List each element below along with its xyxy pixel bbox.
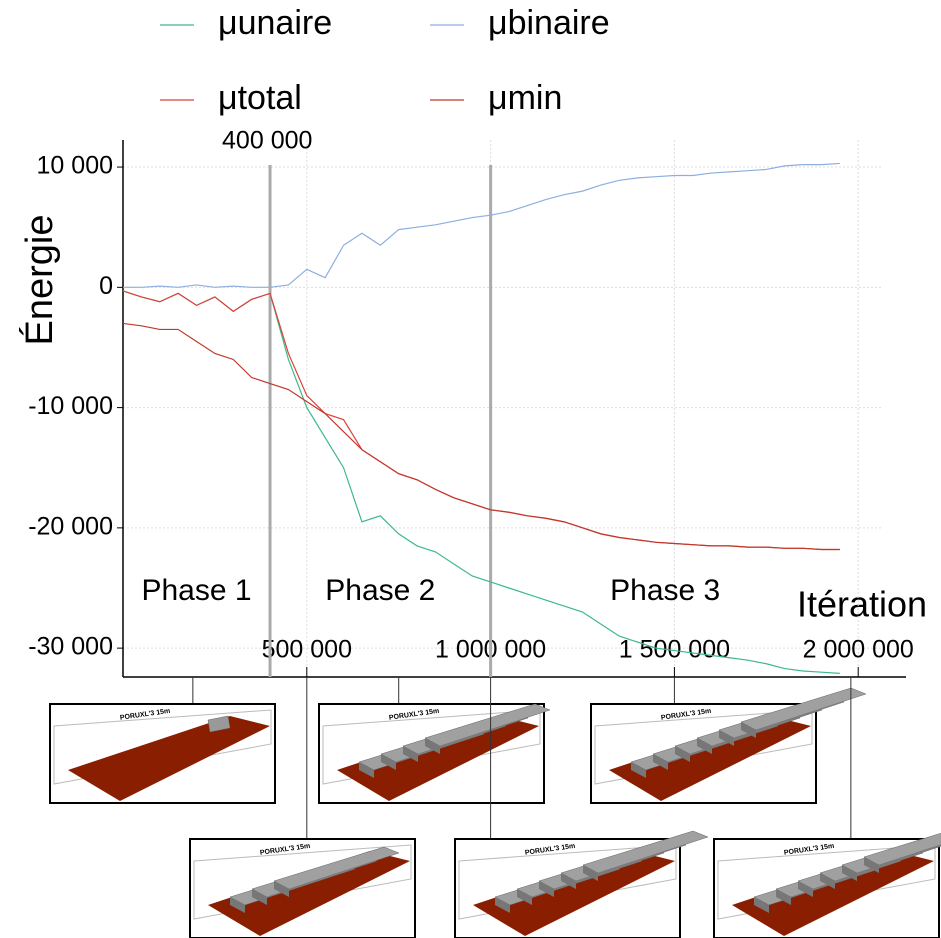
thumbnail-block-side: [381, 754, 396, 770]
thumbnail-block: [582, 830, 709, 874]
thumbnail-block-side: [230, 897, 245, 913]
thumbnail-block-side: [675, 746, 690, 762]
thumbnail-site: [717, 844, 936, 920]
snapshot-thumbnail: PORUXL'3 15m: [713, 832, 941, 938]
thumbnail-block-side: [798, 881, 813, 897]
thumbnail-block-side: [754, 897, 769, 913]
thumbnail-site: [594, 709, 813, 785]
thumbnail-block-side: [252, 889, 267, 905]
thumbnail-block: [740, 687, 867, 731]
legend-label: μtotal: [218, 79, 302, 117]
snapshot-thumbnail: PORUXL'3 15m: [590, 687, 867, 804]
thumbnail-block-side: [864, 857, 879, 873]
thumbnail-ground: [337, 716, 539, 801]
thumbnail-block-side: [539, 881, 554, 897]
thumbnail-block: [273, 846, 400, 890]
phase-line-label: 400 000: [222, 127, 312, 155]
thumbnail-ground: [473, 851, 675, 936]
thumbnail-block-side: [697, 738, 712, 754]
thumbnail-block-side: [517, 889, 532, 905]
legend-label: μunaire: [218, 4, 332, 42]
thumbnail-site: [322, 709, 541, 785]
series-line: [122, 290, 840, 551]
legend-label: μmin: [488, 79, 562, 117]
thumbnail-ground: [609, 716, 811, 801]
thumbnail-block-side: [741, 722, 756, 738]
thumbnail-block-side: [583, 865, 598, 881]
series-line: [122, 290, 840, 674]
thumbnail-block-side: [842, 865, 857, 881]
series-line: [122, 322, 840, 551]
thumbnail-site: [458, 844, 677, 920]
thumbnail-block-side: [776, 889, 791, 905]
thumbnail-site: [193, 844, 412, 920]
y-tick-label: 10 000: [37, 152, 113, 180]
y-tick-label: -30 000: [28, 633, 113, 661]
phase-label: Phase 1: [141, 574, 251, 607]
x-axis-label: Itération: [797, 584, 927, 625]
thumbnail-block-side: [561, 873, 576, 889]
thumbnail-block-side: [425, 738, 440, 754]
thumbnail-site: [53, 709, 272, 785]
series-line: [123, 162, 840, 288]
thumbnail-ground: [68, 716, 270, 801]
thumbnail-ground: [208, 851, 410, 936]
y-tick-label: -10 000: [28, 392, 113, 420]
thumbnail-block-side: [359, 762, 374, 778]
x-tick-label: 500 000: [262, 636, 352, 664]
snapshot-thumbnail: PORUXL'3 15m: [189, 838, 416, 938]
phase-label: Phase 3: [610, 574, 720, 607]
x-tick-label: 1 500 000: [619, 636, 730, 664]
y-tick-label: 0: [99, 272, 113, 300]
thumbnail-block-side: [274, 881, 289, 897]
snapshot-thumbnail: PORUXL'3 15m: [454, 830, 709, 938]
thumbnail-block-side: [820, 873, 835, 889]
thumbnail-block-side: [495, 897, 510, 913]
y-tick-label: -20 000: [28, 512, 113, 540]
thumbnail-ground: [732, 851, 934, 936]
snapshot-thumbnail: PORUXL'3 15m: [49, 703, 276, 804]
thumbnail-block: [424, 703, 551, 747]
legend-label: μbinaire: [488, 4, 610, 42]
phase-label: Phase 2: [325, 574, 435, 607]
x-tick-label: 2 000 000: [803, 636, 914, 664]
thumbnail-block-side: [653, 754, 668, 770]
thumbnail-block-side: [403, 746, 418, 762]
thumbnail-block-side: [719, 730, 734, 746]
thumbnail-block: [207, 715, 231, 733]
y-axis-label: Énergie: [18, 215, 61, 346]
thumbnail-block: [863, 832, 941, 866]
snapshot-thumbnail: PORUXL'3 15m: [318, 703, 551, 804]
thumbnail-block-side: [631, 762, 646, 778]
